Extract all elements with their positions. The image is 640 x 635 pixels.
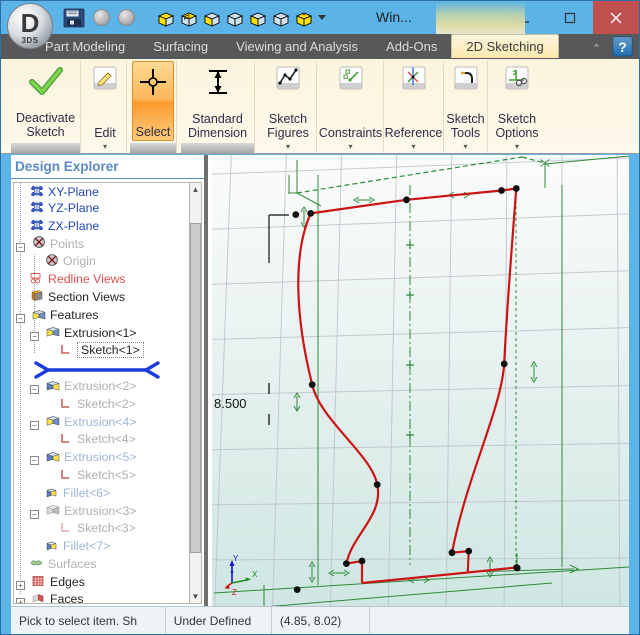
svg-text:8.500: 8.500	[214, 396, 247, 411]
svg-text:Y: Y	[233, 554, 239, 563]
svg-text:Z: Z	[232, 588, 237, 597]
svg-text:?: ?	[618, 39, 627, 55]
svg-text:X: X	[252, 570, 258, 579]
